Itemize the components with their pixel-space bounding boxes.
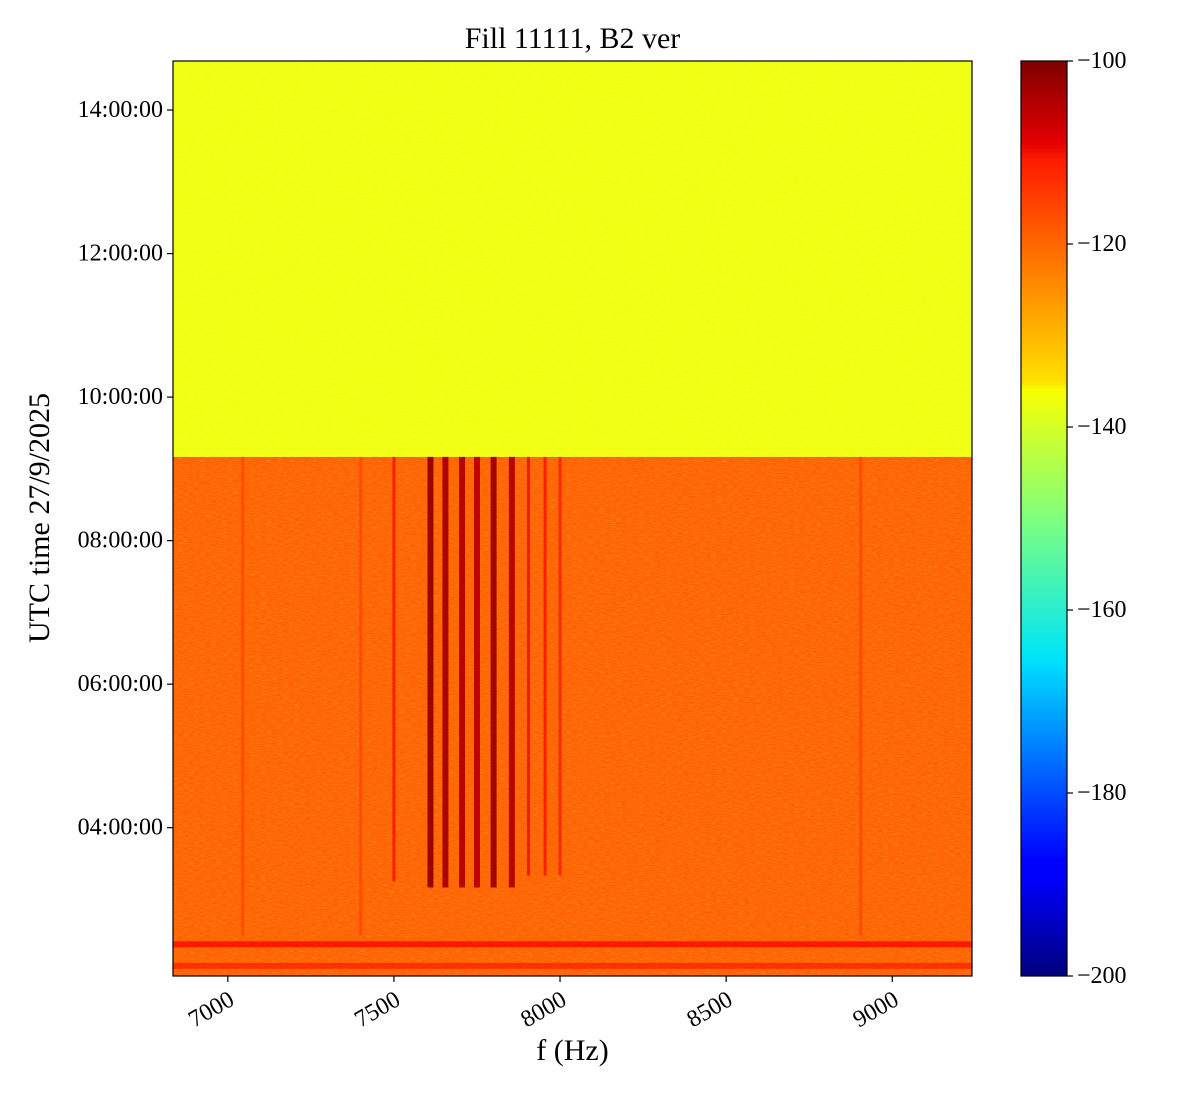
spectral-line-3 — [459, 456, 466, 888]
spectral-line-9 — [558, 456, 562, 876]
spectral-line-12 — [859, 456, 863, 936]
spectral-line-2 — [442, 456, 449, 888]
plot-frame — [172, 60, 973, 977]
x-tick-label: 7000 — [184, 987, 239, 1034]
spectral-line-6 — [508, 456, 515, 888]
spectral-line-8 — [543, 456, 547, 876]
spectrogram-band-1 — [173, 962, 972, 969]
y-tick-label: 10:00:00 — [78, 384, 163, 410]
x-tick-label: 8000 — [516, 987, 571, 1034]
colorbar — [1020, 60, 1068, 977]
colorbar-tick-label: −180 — [1077, 780, 1127, 806]
y-tick-label: 04:00:00 — [78, 815, 163, 841]
y-tick-label: 08:00:00 — [78, 528, 163, 554]
x-tick-label: 8500 — [683, 987, 738, 1034]
spectral-line-4 — [473, 456, 480, 888]
spectral-line-7 — [526, 456, 530, 876]
spectral-line-10 — [241, 456, 245, 936]
spectrogram-noise-0 — [173, 61, 972, 457]
spectral-line-11 — [359, 456, 363, 936]
y-tick-label: 06:00:00 — [78, 671, 163, 697]
colorbar-tick-label: −160 — [1077, 597, 1127, 623]
chart-title: Fill 11111, B2 ver — [464, 22, 681, 55]
colorbar-tick-label: −140 — [1077, 414, 1127, 440]
colorbar-tick-label: −100 — [1077, 48, 1127, 74]
x-tick-label: 7500 — [350, 987, 405, 1034]
spectrogram-band-0 — [173, 941, 972, 948]
colorbar-tick-label: −200 — [1077, 963, 1127, 989]
spectral-line-1 — [427, 456, 434, 888]
colorbar-tick-label: −120 — [1077, 231, 1127, 257]
spectral-line-0 — [392, 456, 396, 882]
x-tick-label: 9000 — [849, 987, 904, 1034]
spectrogram-noise-1 — [173, 456, 972, 976]
spectral-line-5 — [490, 456, 497, 888]
y-tick-label: 14:00:00 — [78, 97, 163, 123]
y-tick-label: 12:00:00 — [78, 241, 163, 267]
x-axis-label: f (Hz) — [536, 1034, 609, 1067]
y-axis-label: UTC time 27/9/2025 — [23, 393, 56, 643]
